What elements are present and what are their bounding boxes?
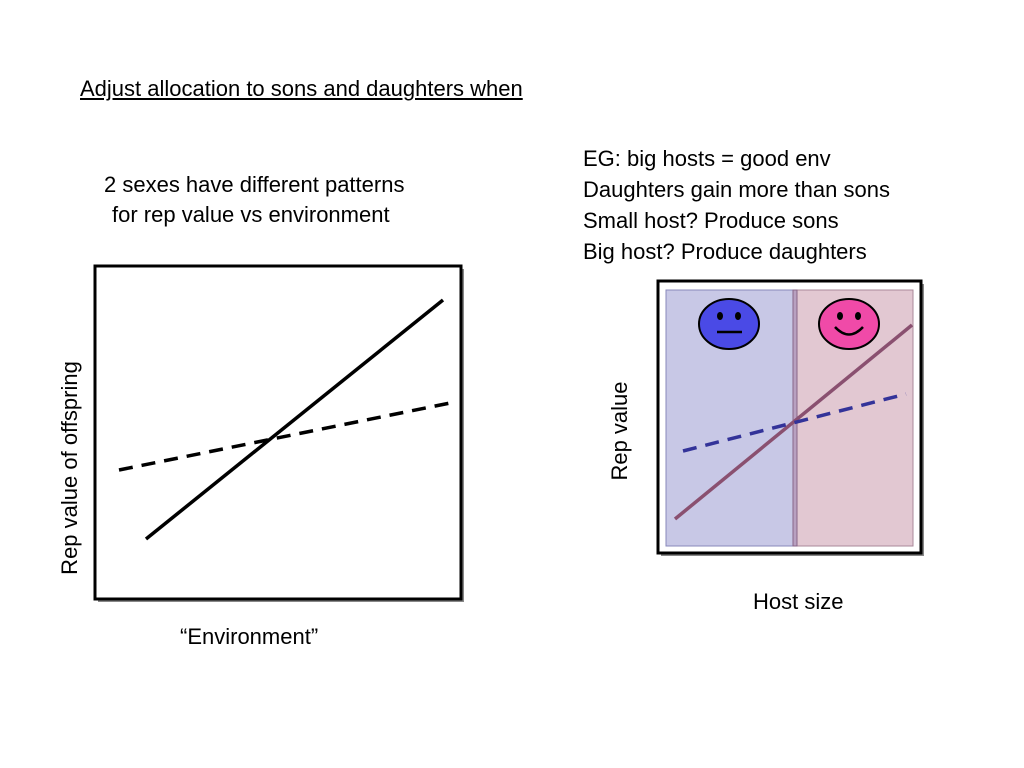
right-x-axis-label: Host size [753, 589, 844, 614]
left-solid-line [144, 298, 445, 541]
right-caption: EG: big hosts = good env Daughters gain … [583, 143, 890, 267]
right-y-axis-label: Rep value [607, 381, 632, 481]
left-x-axis-label: “Environment” [180, 624, 319, 649]
left-caption-line-1: 2 sexes have different patterns [104, 172, 405, 197]
daughter-solid-line [673, 323, 914, 521]
smiley-face-icon [818, 298, 880, 350]
right-caption-line-1: EG: big hosts = good env [583, 146, 831, 171]
son-dashed-line [682, 392, 907, 453]
right-graph [656, 279, 924, 556]
slide-title: Adjust allocation to sons and daughters … [80, 76, 523, 101]
left-caption: 2 sexes have different patterns for rep … [104, 170, 454, 230]
left-caption-line-2: for rep value vs environment [112, 202, 390, 227]
neutral-face-icon [698, 298, 760, 350]
right-caption-line-4: Big host? Produce daughters [583, 239, 867, 264]
right-caption-line-2: Daughters gain more than sons [583, 177, 890, 202]
left-y-axis-label: Rep value of offspring [57, 361, 82, 575]
left-graph [93, 264, 464, 602]
left-dashed-line [118, 400, 456, 472]
right-caption-line-3: Small host? Produce sons [583, 208, 839, 233]
